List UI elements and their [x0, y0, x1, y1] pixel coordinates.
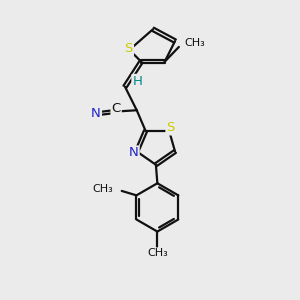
Text: CH₃: CH₃ [184, 38, 205, 48]
Text: C: C [112, 102, 121, 115]
Text: CH₃: CH₃ [93, 184, 113, 194]
Text: S: S [167, 122, 175, 134]
Text: S: S [124, 42, 133, 55]
Text: N: N [91, 107, 101, 120]
Text: N: N [129, 146, 139, 159]
Text: CH₃: CH₃ [147, 248, 168, 258]
Text: H: H [132, 75, 142, 88]
